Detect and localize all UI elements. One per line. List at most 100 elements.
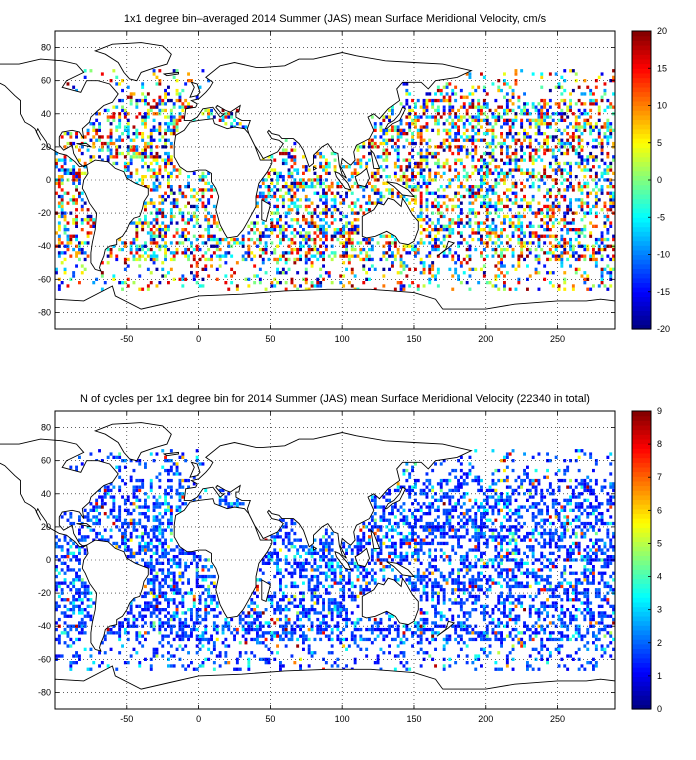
colorbar-tick-label: 15	[657, 63, 667, 73]
data-bin	[261, 247, 265, 252]
data-bin	[60, 165, 64, 169]
data-bin	[235, 661, 239, 665]
data-bin	[603, 108, 607, 113]
data-bin	[442, 254, 446, 258]
data-bin	[436, 211, 440, 215]
data-bin	[60, 241, 64, 245]
data-bin	[368, 138, 371, 142]
data-bin	[419, 132, 423, 136]
data-bin	[307, 247, 311, 252]
data-bin	[57, 287, 61, 291]
data-bin	[508, 651, 512, 655]
data-bin	[304, 254, 308, 258]
data-bin	[577, 234, 581, 238]
data-bin	[86, 234, 90, 238]
data-bin	[508, 85, 512, 89]
data-bin	[319, 151, 323, 156]
data-bin	[368, 208, 371, 212]
data-bin	[373, 175, 377, 179]
data-bin	[503, 141, 506, 146]
data-bin	[569, 208, 572, 212]
data-bin	[304, 198, 308, 202]
data-bin	[399, 178, 403, 182]
data-bin	[560, 168, 564, 172]
data-bin	[459, 624, 463, 628]
data-bin	[146, 287, 150, 291]
data-bin	[169, 614, 173, 618]
data-bin	[307, 637, 311, 642]
data-bin	[152, 231, 156, 235]
data-bin	[368, 151, 371, 156]
data-bin	[339, 228, 343, 232]
data-bin	[144, 208, 147, 212]
data-bin	[436, 611, 440, 615]
data-bin	[474, 191, 478, 195]
data-bin	[485, 194, 489, 199]
data-bin	[181, 631, 185, 635]
data-bin	[109, 128, 113, 132]
data-bin	[322, 631, 325, 635]
data-bin	[597, 188, 601, 192]
data-bin	[422, 261, 426, 265]
data-bin	[264, 271, 268, 275]
data-bin	[241, 234, 245, 238]
data-bin	[543, 617, 547, 622]
data-bin	[55, 165, 58, 169]
data-bin	[152, 234, 156, 238]
data-bin	[583, 257, 587, 262]
data-bin	[505, 161, 509, 166]
data-bin	[158, 125, 162, 129]
data-bin	[517, 214, 521, 219]
data-bin	[566, 108, 570, 113]
data-bin	[477, 105, 481, 109]
data-bin	[261, 634, 265, 638]
data-bin	[60, 251, 64, 255]
data-bin	[436, 237, 440, 242]
data-bin	[465, 631, 469, 635]
data-bin	[546, 125, 549, 129]
data-bin	[293, 141, 297, 146]
data-bin	[589, 125, 593, 129]
data-bin	[471, 171, 475, 175]
data-bin	[511, 201, 515, 205]
data-bin	[594, 175, 598, 179]
data-bin	[514, 191, 518, 195]
data-bin	[445, 208, 449, 212]
data-bin	[319, 284, 323, 288]
data-bin	[241, 627, 245, 632]
data-bin	[244, 641, 248, 645]
data-bin	[543, 264, 547, 268]
data-bin	[167, 664, 170, 668]
data-bin	[256, 244, 259, 248]
data-bin	[569, 264, 572, 268]
data-bin	[526, 108, 529, 113]
data-bin	[273, 185, 277, 189]
data-bin	[207, 274, 211, 278]
data-bin	[379, 128, 383, 132]
data-bin	[557, 138, 561, 142]
data-bin	[293, 201, 297, 205]
data-bin	[379, 125, 383, 129]
data-bin	[319, 224, 323, 228]
data-bin	[57, 234, 61, 238]
data-bin	[135, 181, 139, 185]
data-bin	[462, 165, 466, 169]
data-bin	[149, 234, 153, 238]
data-bin	[80, 247, 84, 252]
data-bin	[152, 251, 156, 255]
data-bin	[184, 221, 188, 225]
data-bin	[402, 267, 406, 271]
data-bin	[439, 617, 443, 622]
data-bin	[190, 627, 193, 632]
data-bin	[264, 621, 268, 625]
data-bin	[175, 168, 179, 172]
data-bin	[299, 247, 302, 252]
data-bin	[55, 271, 58, 275]
data-bin	[503, 118, 506, 122]
data-bin	[187, 237, 190, 242]
data-bin	[132, 621, 136, 625]
data-bin	[442, 141, 446, 146]
data-bin	[566, 257, 570, 262]
data-bin	[577, 98, 581, 103]
data-bin	[195, 667, 199, 671]
